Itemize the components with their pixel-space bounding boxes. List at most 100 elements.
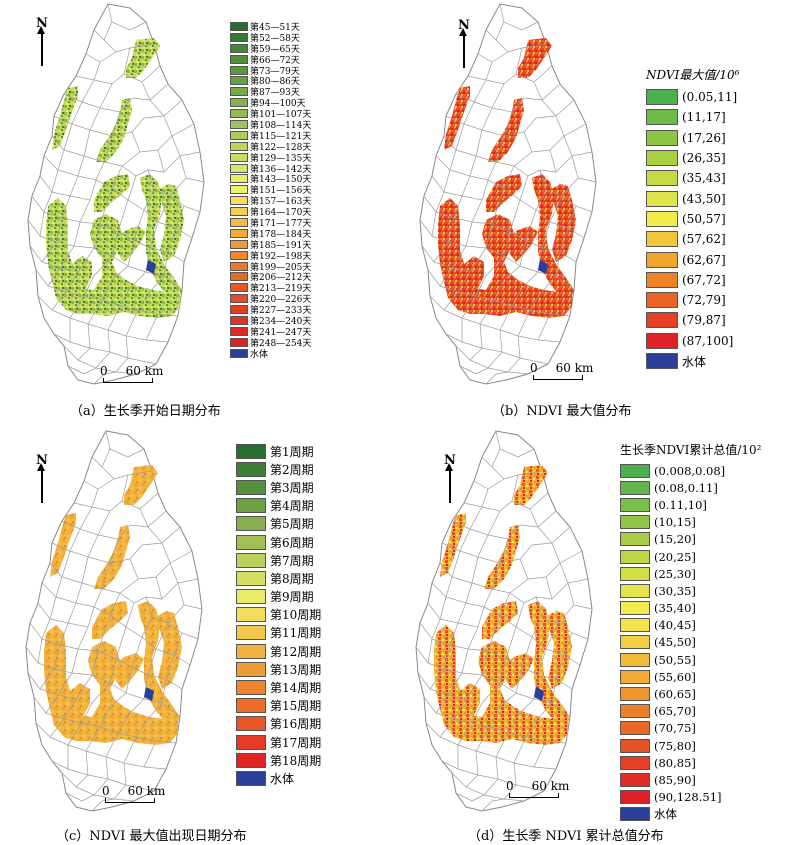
legend-item: (90,128.51] (620, 789, 761, 806)
legend-label: 第2周期 (270, 462, 314, 477)
legend-swatch (230, 98, 248, 108)
legend-swatch (620, 549, 650, 564)
legend-swatch (620, 755, 650, 770)
legend-label: (90,128.51] (654, 790, 722, 805)
legend-item: 第136—142天 (230, 163, 312, 175)
legend-label: 第206—212天 (250, 273, 312, 284)
legend-item: 第13周期 (236, 660, 321, 678)
legend-label: (67,72] (682, 272, 726, 287)
legend-label: (60,65] (654, 687, 696, 702)
legend-label: 第178—184天 (250, 229, 312, 240)
panel-c: N 0 60 km 第1周期 第2周期 第3周期 第4周期 第5周期 第6周期 第7周期 第8周… (0, 425, 390, 845)
caption-d: （d）生长季 NDVI 累计总值分布 (468, 829, 664, 844)
legend-item: 水体 (620, 806, 761, 823)
legend-swatch (620, 601, 650, 616)
legend-label: (50,57] (682, 211, 726, 226)
legend-item: 第122—128天 (230, 141, 312, 153)
legend-label: 第136—142天 (250, 164, 312, 175)
legend-label: 第12周期 (270, 644, 322, 659)
legend-item: 第143—150天 (230, 173, 311, 185)
legend-label: (87,100] (682, 333, 734, 348)
legend-label: 水体 (270, 771, 295, 786)
legend-item: 第157—163天 (230, 195, 311, 207)
legend-swatch (230, 185, 248, 195)
legend-label: 第151—156天 (250, 186, 312, 197)
legend-label: 第122—128天 (250, 142, 312, 153)
legend-item: 第227—233天 (230, 304, 311, 316)
legend-swatch (236, 625, 266, 641)
legend-item: 第101—107天 (230, 108, 311, 120)
legend-swatch (646, 109, 678, 126)
legend-item: 第220—226天 (230, 293, 311, 305)
legend-title: 生长季NDVI累计总值/10² (620, 443, 762, 457)
legend-item: 第151—156天 (230, 184, 312, 197)
legend-item: 第171—177天 (230, 217, 311, 229)
legend-swatch (646, 89, 678, 106)
legend-item: (80,85] (620, 754, 761, 771)
legend-swatch (236, 734, 266, 750)
legend-item: 水体 (236, 769, 321, 787)
water-body (144, 687, 154, 701)
legend-item: 第80—86天 (230, 75, 311, 88)
legend-label: 第6周期 (270, 535, 314, 550)
legend-swatch (230, 32, 248, 42)
legend-item: (43,50] (646, 188, 739, 208)
legend-item: (72,79] (646, 290, 739, 310)
legend-label: 第5周期 (270, 517, 314, 532)
legend-label: 第3周期 (270, 480, 314, 495)
legend-item: (17,26] (646, 128, 739, 148)
legend-item: 第241—247天 (230, 326, 312, 338)
legend-swatch (230, 87, 248, 97)
legend-item: 第11周期 (236, 624, 321, 642)
legend-item: 第115—121天 (230, 130, 311, 142)
legend-item: (79,87] (646, 310, 739, 330)
legend-item: 第4周期 (236, 497, 321, 515)
legend-item: 第7周期 (236, 551, 321, 569)
legend-item: (10,15] (620, 514, 761, 531)
legend-label: 第241—247天 (250, 327, 312, 338)
map-c (25, 430, 203, 812)
legend-swatch (646, 170, 678, 187)
legend-item: 第45—51天 (230, 21, 311, 33)
legend-swatch (646, 332, 678, 349)
legend-label: 第14周期 (270, 681, 322, 696)
legend-label: (30,35] (654, 583, 696, 598)
legend-label: 第87—93天 (250, 88, 300, 99)
legend-swatch (620, 583, 650, 598)
legend-swatch (646, 312, 678, 329)
legend-d: 生长季NDVI累计总值/10² (0.008,0.08] (0.08,0.11] (… (620, 441, 761, 823)
legend-item: (57,62] (646, 229, 739, 249)
legend-swatch (620, 463, 650, 478)
legend-item: 第2周期 (236, 460, 321, 478)
legend-label: (0.05,11] (682, 90, 738, 105)
legend-swatch (230, 337, 248, 347)
legend-item: (45,50] (620, 634, 761, 651)
legend-item: 第178—184天 (230, 228, 312, 240)
legend-swatch (230, 294, 248, 304)
scale-bar: 0 60 km (506, 779, 587, 798)
north-arrow: N (36, 16, 48, 66)
legend-item: (0.11,10] (620, 496, 761, 513)
legend-item: 第5周期 (236, 515, 321, 533)
legend-label: 第59—65天 (250, 44, 300, 55)
legend-label: 第80—86天 (250, 77, 300, 88)
legend-item: (67,72] (646, 270, 739, 290)
legend-item: 第18周期 (236, 751, 321, 769)
panel-d: N 0 60 km 生长季NDVI累计总值/10² (0.008,0.08] (0.… (394, 425, 787, 845)
north-arrow: N (36, 453, 48, 503)
caption-c: （c）NDVI 最大值出现日期分布 (56, 829, 247, 844)
legend-swatch (230, 130, 248, 140)
legend-swatch (620, 807, 650, 822)
legend-label: (35,43] (682, 171, 726, 186)
legend-label: 第234—240天 (250, 317, 312, 327)
legend-swatch (646, 210, 678, 227)
legend-label: (0.08,0.11] (654, 480, 718, 495)
legend-item: 第213—219天 (230, 282, 311, 294)
legend-swatch (646, 190, 678, 207)
legend-label: (20,25] (654, 549, 696, 564)
legend-swatch (230, 283, 248, 293)
legend-label: (57,62] (682, 232, 726, 247)
legend-item: 第234—240天 (230, 315, 312, 327)
legend-label: (26,35] (682, 151, 726, 166)
legend-swatch (236, 770, 266, 786)
